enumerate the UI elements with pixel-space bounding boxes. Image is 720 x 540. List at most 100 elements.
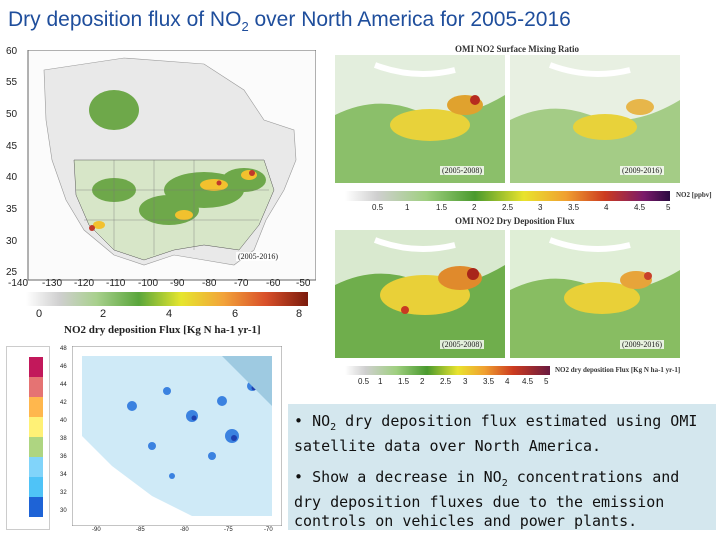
lat-tick: 40 bbox=[60, 418, 67, 424]
bullet-1: • NO2 dry deposition flux estimated usin… bbox=[294, 412, 698, 455]
title-main: Dry deposition flux of NO bbox=[8, 8, 242, 31]
lon-tick: -120 bbox=[74, 278, 95, 289]
dry-deposition-map-right bbox=[510, 230, 680, 358]
lat-tick: 30 bbox=[60, 508, 67, 514]
colorbar-tick: 2 bbox=[472, 203, 477, 212]
lat-tick: 25 bbox=[6, 267, 18, 278]
lon-tick: -90 bbox=[170, 278, 185, 289]
lat-tick: 40 bbox=[6, 172, 18, 183]
north-america-map-image bbox=[27, 50, 316, 281]
mixing-ratio-period-left: (2005-2008) bbox=[440, 166, 484, 175]
lat-tick: 42 bbox=[60, 400, 67, 406]
legend-swatch bbox=[29, 377, 43, 397]
lon-tick: -60 bbox=[266, 278, 281, 289]
lon-tick: -75 bbox=[224, 527, 233, 533]
legend-swatch bbox=[29, 477, 43, 497]
mixing-ratio-period-right: (2009-2016) bbox=[620, 166, 664, 175]
colorbar-tick: 4.5 bbox=[634, 203, 646, 212]
lat-tick: 35 bbox=[6, 204, 18, 215]
lat-tick: 50 bbox=[6, 109, 18, 120]
lon-tick: -90 bbox=[92, 527, 101, 533]
bullet-2-post: concentrations and dry deposition fluxes… bbox=[294, 468, 680, 530]
colorbar-tick: 1.5 bbox=[398, 377, 410, 386]
lon-tick: -140 bbox=[8, 278, 29, 289]
colorbar-tick: 4.5 bbox=[522, 377, 534, 386]
colorbar-tick: 4 bbox=[166, 308, 173, 320]
lon-tick: -80 bbox=[202, 278, 217, 289]
lat-tick: 34 bbox=[60, 472, 67, 478]
legend-swatch bbox=[29, 397, 43, 417]
dry-deposition-map-left bbox=[335, 230, 505, 358]
lat-tick: 46 bbox=[60, 364, 67, 370]
dry-deposition-colorbar bbox=[345, 366, 550, 375]
lat-tick: 38 bbox=[60, 436, 67, 442]
colorbar-tick: 1 bbox=[378, 377, 383, 386]
colorbar-tick: 0.5 bbox=[372, 203, 384, 212]
dry-deposition-period-left: (2005-2008) bbox=[440, 340, 484, 349]
bullet-1-sub: 2 bbox=[330, 422, 337, 433]
mixing-ratio-caption: OMI NO2 Surface Mixing Ratio bbox=[455, 44, 579, 54]
mixing-ratio-map-right bbox=[510, 55, 680, 183]
legend-swatch bbox=[29, 497, 43, 517]
colorbar-tick: 4 bbox=[604, 203, 609, 212]
colorbar-tick: 3 bbox=[463, 377, 468, 386]
lon-tick: -70 bbox=[264, 527, 273, 533]
lat-tick: 32 bbox=[60, 490, 67, 496]
lat-tick: 36 bbox=[60, 454, 67, 460]
colorbar-tick: 4 bbox=[505, 377, 510, 386]
dry-deposition-period-right: (2009-2016) bbox=[620, 340, 664, 349]
colorbar-tick: 1 bbox=[405, 203, 410, 212]
colorbar-tick: 2.5 bbox=[440, 377, 452, 386]
legend-swatch bbox=[29, 437, 43, 457]
mixing-ratio-colorbar bbox=[345, 191, 670, 201]
bullet-1-post: dry deposition flux estimated using OMI … bbox=[294, 412, 698, 455]
legend-swatch bbox=[29, 457, 43, 477]
colorbar-tick: 6 bbox=[232, 308, 239, 320]
trend-map bbox=[72, 346, 282, 526]
slide-title: Dry deposition flux of NO2 over North Am… bbox=[8, 8, 571, 34]
north-america-flux-map: (2005-2016) 60 55 50 45 40 35 30 25 -140… bbox=[4, 46, 316, 346]
summary-textbox: • NO2 dry deposition flux estimated usin… bbox=[288, 404, 716, 530]
colorbar-tick: 2.5 bbox=[502, 203, 514, 212]
colorbar-tick: 2 bbox=[100, 308, 107, 320]
title-rest: over North America for 2005-2016 bbox=[248, 8, 571, 31]
colorbar-tick: 5 bbox=[666, 203, 671, 212]
lat-tick: 55 bbox=[6, 77, 18, 88]
colorbar-tick: 3.5 bbox=[483, 377, 495, 386]
title-subscript: 2 bbox=[241, 19, 249, 35]
bullet-2-pre: Show a decrease in NO bbox=[312, 468, 502, 486]
lat-tick: 44 bbox=[60, 382, 67, 388]
colorbar-tick: 0 bbox=[36, 308, 43, 320]
lon-tick: -130 bbox=[42, 278, 63, 289]
dry-deposition-caption: OMI NO2 Dry Deposition Flux bbox=[455, 216, 575, 226]
lat-tick: 48 bbox=[60, 346, 67, 352]
lat-tick: 45 bbox=[6, 141, 18, 152]
left-colorbar bbox=[26, 292, 308, 306]
left-colorbar-title: NO2 dry deposition Flux [Kg N ha-1 yr-1] bbox=[64, 324, 261, 336]
bullet-1-pre: NO bbox=[312, 412, 331, 430]
lon-tick: -50 bbox=[296, 278, 311, 289]
bullet-2-sub: 2 bbox=[501, 478, 508, 489]
lon-tick: -85 bbox=[136, 527, 145, 533]
colorbar-tick: 2 bbox=[420, 377, 425, 386]
trend-legend bbox=[6, 346, 50, 530]
colorbar-tick: 3 bbox=[538, 203, 543, 212]
colorbar-tick: 5 bbox=[544, 377, 549, 386]
legend-swatch bbox=[29, 417, 43, 437]
lon-tick: -110 bbox=[106, 278, 126, 289]
lon-tick: -70 bbox=[234, 278, 249, 289]
mixing-ratio-unit: NO2 [ppbv] bbox=[676, 191, 712, 199]
bullet-2: • Show a decrease in NO2 concentrations … bbox=[294, 468, 680, 530]
lon-tick: -100 bbox=[138, 278, 159, 289]
dry-deposition-unit: NO2 dry deposition Flux [Kg N ha-1 yr-1] bbox=[555, 366, 681, 374]
lat-tick: 30 bbox=[6, 236, 18, 247]
colorbar-tick: 3.5 bbox=[568, 203, 580, 212]
lon-tick: -80 bbox=[180, 527, 189, 533]
colorbar-tick: 0.5 bbox=[358, 377, 370, 386]
lat-tick: 60 bbox=[6, 46, 18, 57]
left-map-period: (2005-2016) bbox=[236, 252, 280, 261]
colorbar-tick: 8 bbox=[296, 308, 303, 320]
mixing-ratio-map-left bbox=[335, 55, 505, 183]
legend-swatch bbox=[29, 357, 43, 377]
colorbar-tick: 1.5 bbox=[436, 203, 448, 212]
